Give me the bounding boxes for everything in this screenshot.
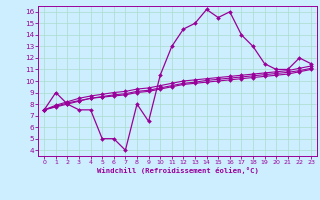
- X-axis label: Windchill (Refroidissement éolien,°C): Windchill (Refroidissement éolien,°C): [97, 167, 259, 174]
